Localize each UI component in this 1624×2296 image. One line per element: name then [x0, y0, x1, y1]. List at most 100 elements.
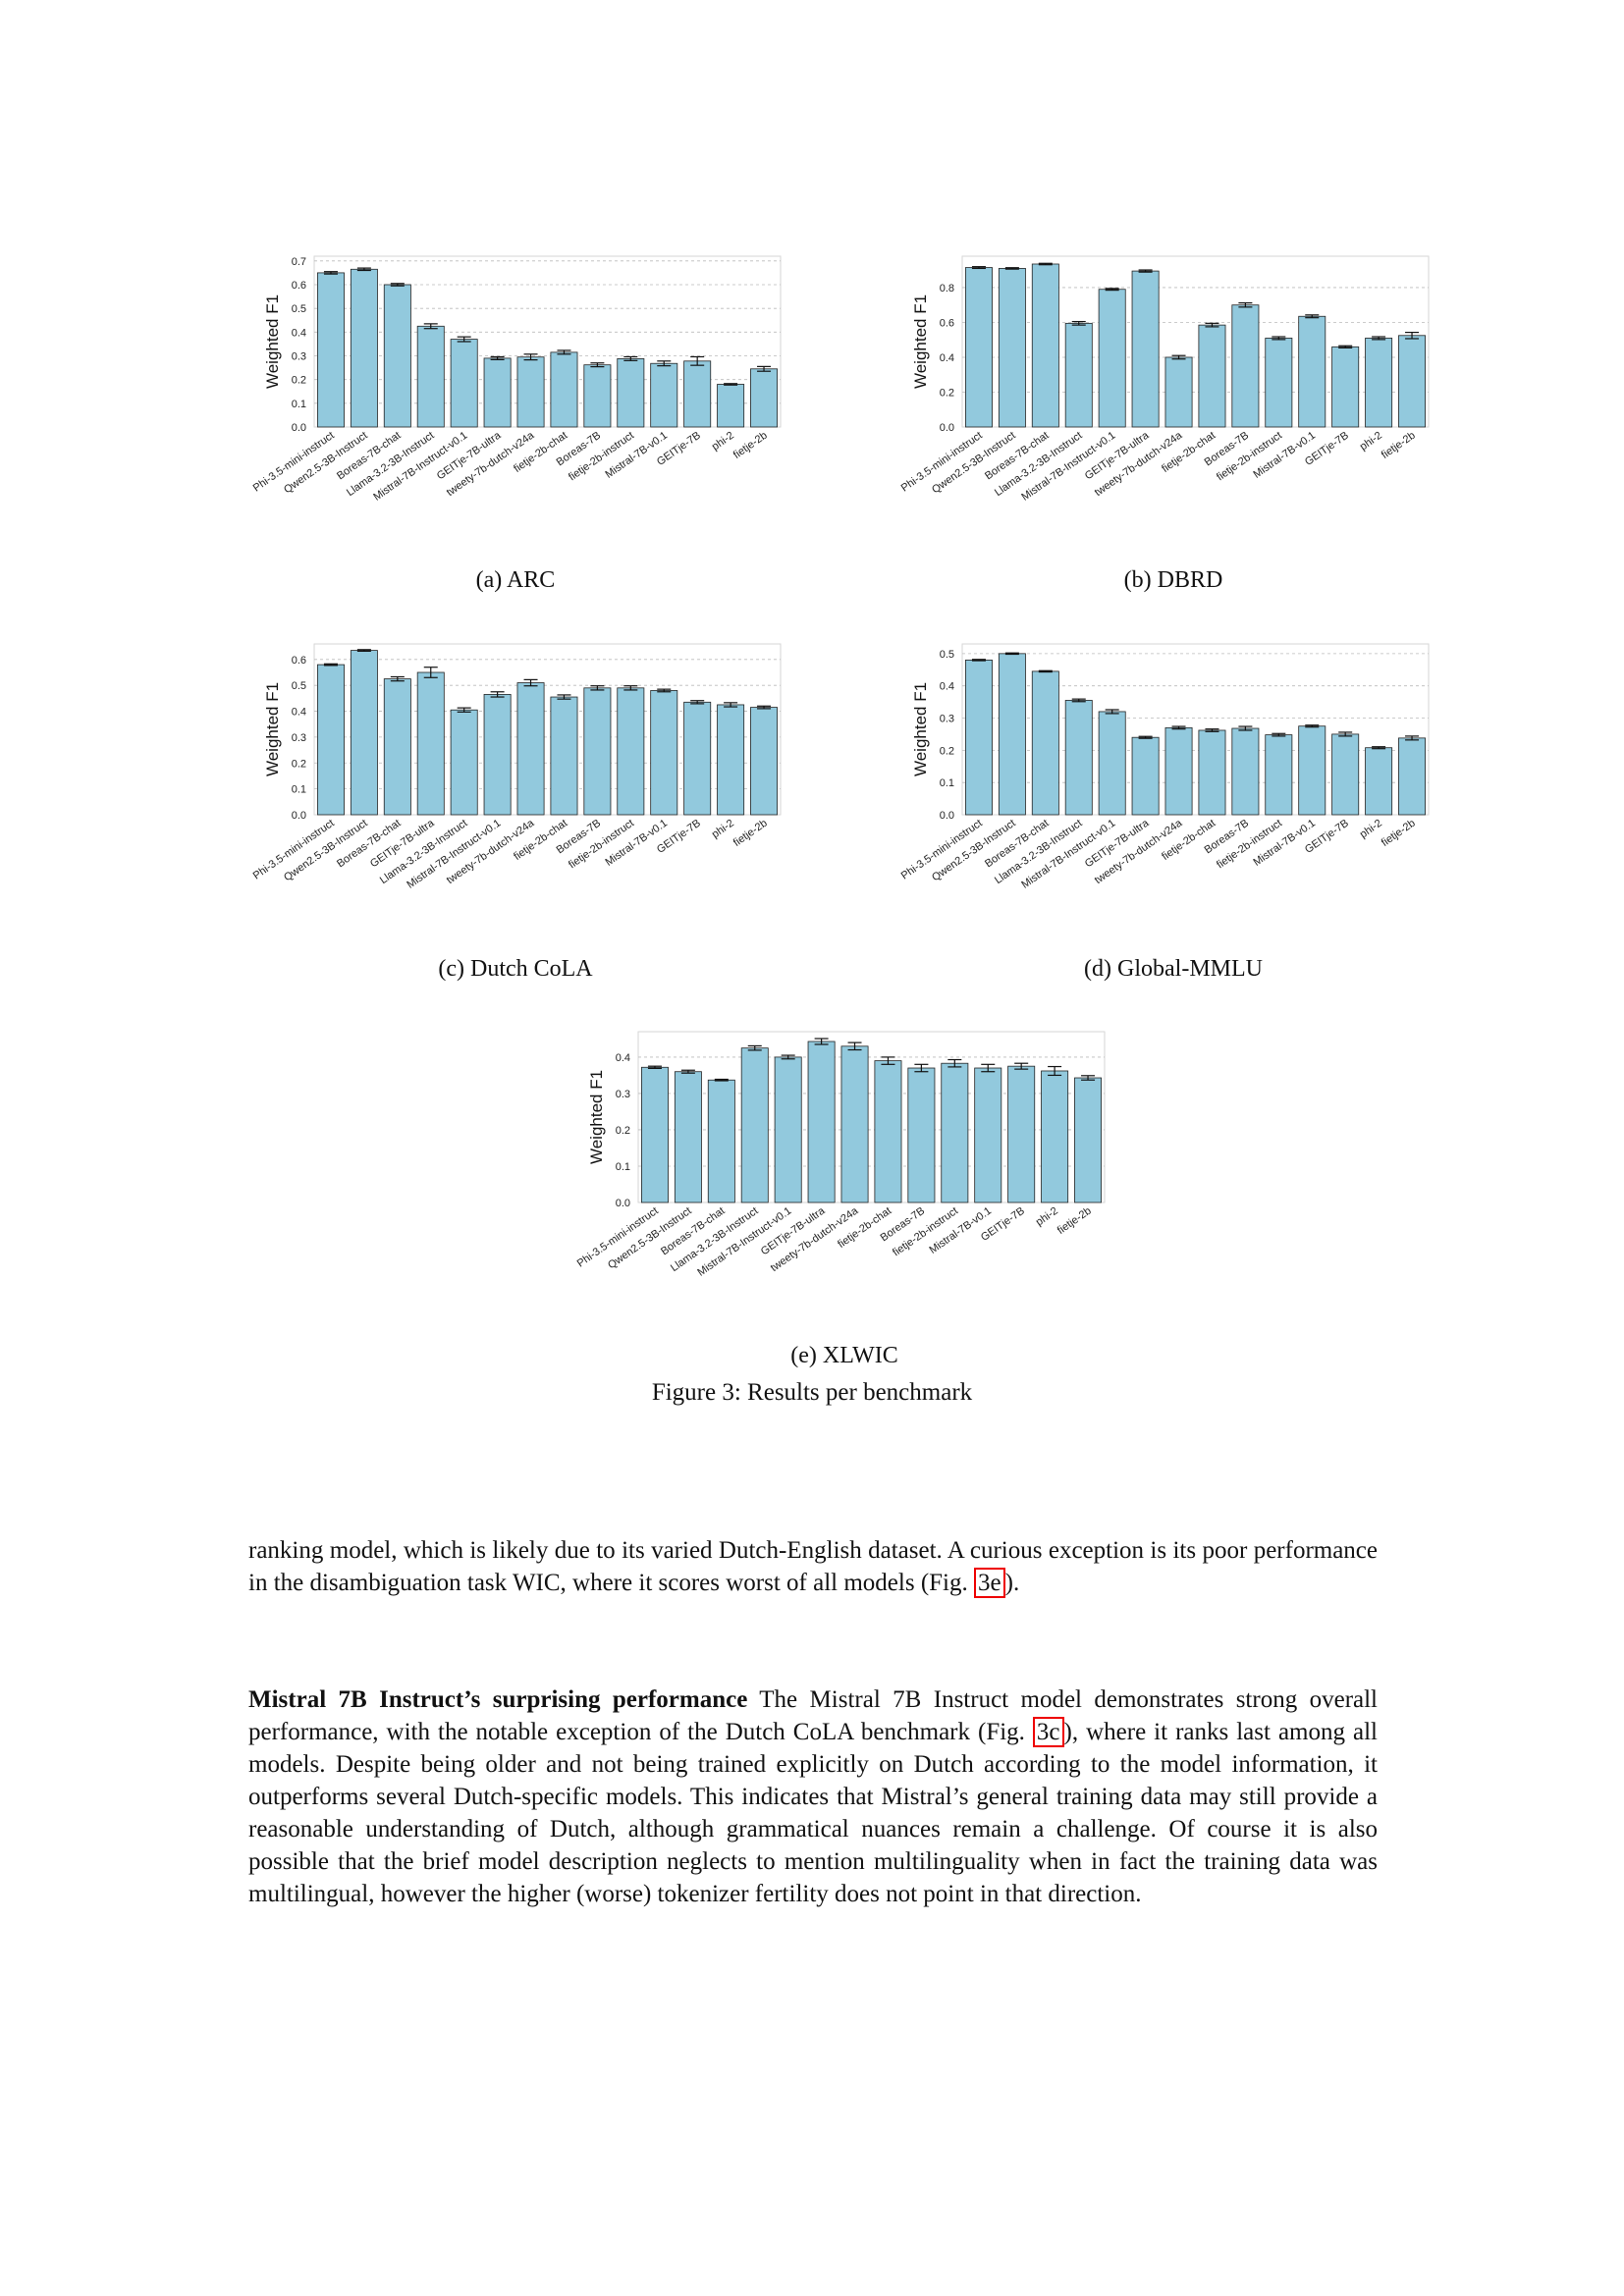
- figure-ref-3e[interactable]: 3e: [974, 1568, 1005, 1598]
- bar: [1098, 711, 1126, 816]
- chart-global-mmlu-svg: 0.00.10.20.30.40.5Phi-3.5-mini-instructQ…: [899, 643, 1430, 891]
- bar: [1198, 324, 1226, 428]
- error-bar: [590, 685, 605, 691]
- error-bar: [1138, 735, 1153, 739]
- x-tick-label: fietje-2b: [1056, 1205, 1094, 1237]
- error-bar: [971, 266, 986, 270]
- y-tick-label: 0.3: [616, 1089, 630, 1100]
- error-bar: [323, 663, 338, 667]
- y-tick-label: 0.3: [292, 351, 306, 363]
- error-bar: [757, 705, 772, 710]
- error-bar: [847, 1041, 862, 1051]
- subcaption-global-mmlu: (d) Global-MMLU: [1084, 956, 1263, 982]
- x-tick-label: phi-2: [710, 430, 736, 454]
- error-bar: [690, 355, 705, 366]
- figure-ref-3c[interactable]: 3c: [1032, 1717, 1064, 1747]
- error-bar: [1038, 669, 1053, 673]
- y-tick-label: 0.1: [616, 1161, 630, 1173]
- error-bar: [523, 353, 538, 361]
- bar: [1031, 263, 1059, 428]
- error-bar: [1071, 698, 1086, 703]
- figure-caption: Figure 3: Results per benchmark: [651, 1379, 973, 1406]
- y-tick-label: 0.4: [940, 681, 954, 693]
- y-tick-label: 0.1: [292, 399, 306, 410]
- error-bar: [1305, 314, 1320, 319]
- bar: [1041, 1070, 1069, 1203]
- y-tick-label: 0.0: [616, 1198, 630, 1209]
- error-bar: [1305, 724, 1320, 728]
- chart-arc: 0.0 0.1 0.2 0.3 0.4 0.5 0.6 0.7 Phi-3.5-mini-ins…: [251, 250, 790, 564]
- y-tick-label: 0.4: [940, 352, 954, 364]
- error-bar: [1081, 1075, 1096, 1081]
- error-bar: [1238, 301, 1253, 308]
- y-tick-label: 0.4: [616, 1052, 630, 1064]
- error-bar: [881, 1056, 895, 1065]
- bar: [807, 1041, 836, 1203]
- error-bar: [1372, 746, 1386, 750]
- error-bar: [557, 349, 571, 355]
- paragraph-1-text: ranking model, which is likely due to it…: [248, 1537, 1378, 1596]
- error-bar: [724, 702, 738, 708]
- y-axis-label: Weighted F1: [263, 682, 282, 776]
- y-tick-label: 0.2: [292, 758, 306, 770]
- bar: [383, 284, 411, 428]
- y-tick-label: 0.1: [940, 777, 954, 789]
- y-tick-label: 0.2: [616, 1125, 630, 1137]
- paragraph-2-text-b: ), where it ranks last among all models.…: [248, 1719, 1378, 1907]
- bar: [617, 687, 645, 816]
- chart-dbrd: 0.0 0.2 0.4 0.6 0.8 Phi-3.5-mini-instruct Qwen…: [899, 250, 1438, 564]
- bar: [1064, 700, 1093, 816]
- bar: [316, 272, 345, 428]
- chart-global-mmlu: 0.0 0.1 0.2 0.3 0.4 0.5 Phi-3.5-mini-instruct Q…: [899, 638, 1438, 952]
- error-bar: [1071, 320, 1086, 326]
- paragraph-1-end: ).: [1004, 1570, 1020, 1596]
- bar: [1131, 270, 1160, 428]
- bar: [1098, 289, 1126, 428]
- error-bar: [356, 267, 371, 272]
- y-tick-label: 0.7: [292, 256, 306, 268]
- y-tick-label: 0.8: [940, 283, 954, 294]
- error-bar: [1004, 267, 1019, 270]
- bar: [383, 678, 411, 816]
- y-tick-label: 0.2: [940, 387, 954, 399]
- error-bar: [1372, 336, 1386, 341]
- bar: [583, 687, 612, 816]
- x-tick-label: phi-2: [1358, 430, 1384, 454]
- bar: [1365, 747, 1393, 816]
- paragraph-1: ranking model, which is likely due to it…: [248, 1534, 1378, 1599]
- error-bar: [971, 659, 986, 662]
- y-tick-label: 0.1: [292, 784, 306, 796]
- error-bar: [1171, 725, 1186, 730]
- y-tick-label: 0.6: [292, 655, 306, 667]
- error-bar: [714, 1078, 729, 1082]
- bar: [516, 356, 545, 428]
- bar: [650, 362, 678, 428]
- error-bar: [557, 694, 571, 700]
- bar: [1365, 338, 1393, 428]
- bar: [617, 358, 645, 428]
- bar: [650, 690, 678, 816]
- paragraph-heading: Mistral 7B Instruct’s surprising perform…: [248, 1686, 748, 1713]
- bar: [1074, 1077, 1103, 1203]
- error-bar: [781, 1054, 795, 1060]
- bar: [1231, 727, 1260, 816]
- bar: [1265, 338, 1293, 428]
- bar: [840, 1045, 869, 1203]
- error-bar: [1038, 262, 1053, 266]
- bar: [1398, 335, 1427, 428]
- y-axis-label: Weighted F1: [911, 682, 930, 776]
- y-tick-label: 0.6: [292, 280, 306, 292]
- chart-dutch-cola-svg: 0.00.10.20.30.40.50.6Phi-3.5-mini-instru…: [251, 643, 782, 891]
- error-bar: [981, 1063, 996, 1073]
- bar: [483, 357, 512, 428]
- x-tick-label: phi-2: [710, 818, 736, 841]
- bar: [1331, 733, 1360, 816]
- bar: [516, 682, 545, 816]
- bar: [1164, 356, 1193, 428]
- error-bar: [1205, 322, 1219, 328]
- bar: [1164, 726, 1193, 816]
- bar: [450, 709, 478, 816]
- chart-dbrd-svg: 0.00.20.40.60.8Phi-3.5-mini-instructQwen…: [899, 255, 1430, 504]
- y-tick-label: 0.4: [292, 327, 306, 339]
- error-bar: [1105, 709, 1119, 715]
